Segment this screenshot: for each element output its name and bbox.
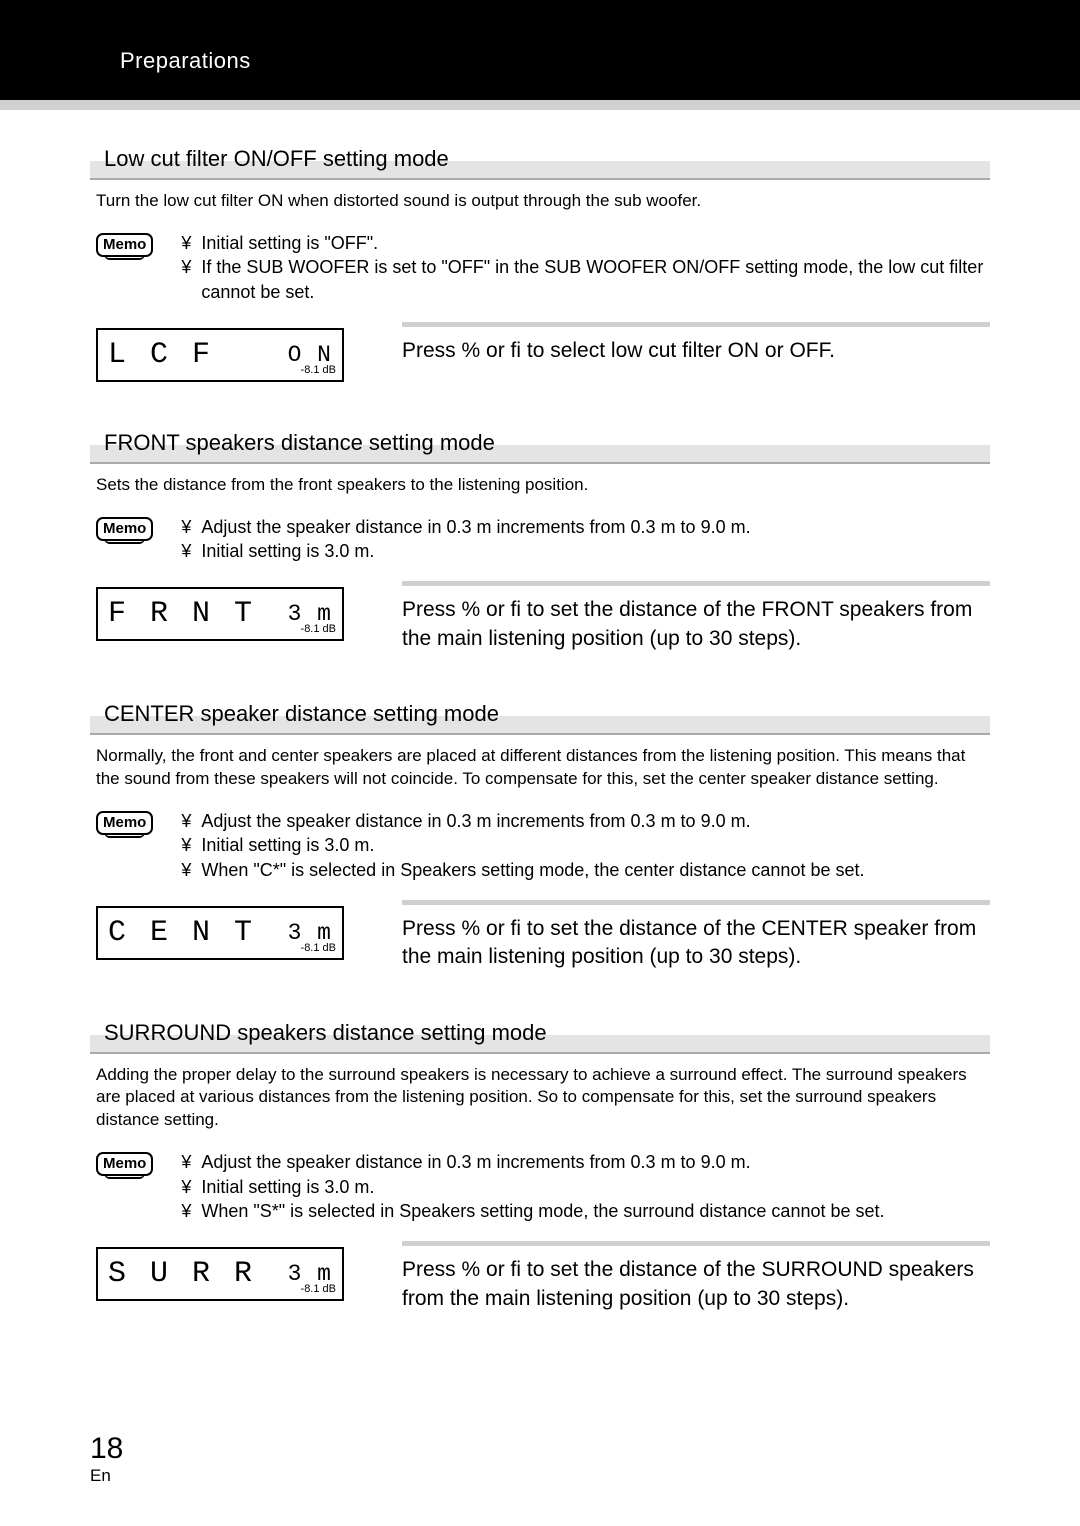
lcd-left-text: S U R R	[108, 1257, 255, 1291]
lcd-display: C E N T3 m-8.1 dB	[96, 906, 344, 960]
memo-line: ¥Initial setting is 3.0 m.	[181, 833, 864, 857]
lcd-left-text: L C F	[108, 338, 213, 372]
memo-list: ¥Adjust the speaker distance in 0.3 m in…	[181, 1150, 884, 1223]
bullet: ¥	[181, 539, 201, 563]
lcd-display: L C FO N-8.1 dB	[96, 328, 344, 382]
memo-row: Memo¥Adjust the speaker distance in 0.3 …	[96, 809, 990, 882]
memo-text: Initial setting is 3.0 m.	[201, 1175, 374, 1199]
lcd-corner-text: -8.1 dB	[301, 625, 336, 635]
bullet: ¥	[181, 809, 201, 833]
page: Preparations Low cut filter ON/OFF setti…	[0, 0, 1080, 1313]
bullet: ¥	[181, 515, 201, 539]
memo-text: Initial setting is 3.0 m.	[201, 539, 374, 563]
memo-text: Initial setting is "OFF".	[201, 231, 378, 255]
instruction-text: Press % or ﬁ to set the distance of the …	[402, 900, 990, 972]
memo-line: ¥When "C*" is selected in Speakers setti…	[181, 858, 864, 882]
bullet: ¥	[181, 833, 201, 857]
memo-text: Initial setting is 3.0 m.	[201, 833, 374, 857]
memo-line: ¥Initial setting is 3.0 m.	[181, 1175, 884, 1199]
memo-line: ¥Adjust the speaker distance in 0.3 m in…	[181, 515, 750, 539]
memo-list: ¥Adjust the speaker distance in 0.3 m in…	[181, 809, 864, 882]
lcd-corner-text: -8.1 dB	[301, 1285, 336, 1295]
memo-text: Adjust the speaker distance in 0.3 m inc…	[201, 809, 750, 833]
memo-line: ¥When "S*" is selected in Speakers setti…	[181, 1199, 884, 1223]
section-heading: Low cut filter ON/OFF setting mode	[90, 140, 990, 180]
instruction-text: Press % or ﬁ to set the distance of the …	[402, 581, 990, 653]
header-stripe	[0, 100, 1080, 110]
page-number: 18	[90, 1432, 123, 1466]
instruction-text: Press % or ﬁ to select low cut filter ON…	[402, 322, 990, 365]
memo-text: When "S*" is selected in Speakers settin…	[201, 1199, 884, 1223]
memo-text: When "C*" is selected in Speakers settin…	[201, 858, 864, 882]
lcd-left-text: C E N T	[108, 916, 255, 950]
section: Low cut filter ON/OFF setting mode Turn t…	[90, 140, 990, 382]
section-heading: FRONT speakers distance setting mode	[90, 424, 990, 464]
section-heading: SURROUND speakers distance setting mode	[90, 1014, 990, 1054]
section-intro: Normally, the front and center speakers …	[96, 745, 990, 791]
memo-list: ¥Initial setting is "OFF".¥If the SUB WO…	[181, 231, 990, 304]
memo-row: Memo¥Adjust the speaker distance in 0.3 …	[96, 1150, 990, 1223]
display-instruction-row: L C FO N-8.1 dB Press % or ﬁ to select lo…	[96, 322, 990, 382]
bullet: ¥	[181, 255, 201, 304]
memo-badge: Memo	[96, 811, 153, 835]
memo-text: Adjust the speaker distance in 0.3 m inc…	[201, 515, 750, 539]
instruction-text: Press % or ﬁ to set the distance of the …	[402, 1241, 990, 1313]
memo-line: ¥Initial setting is 3.0 m.	[181, 539, 750, 563]
section-intro: Turn the low cut filter ON when distorte…	[96, 190, 990, 213]
lcd-display: S U R R3 m-8.1 dB	[96, 1247, 344, 1301]
memo-list: ¥Adjust the speaker distance in 0.3 m in…	[181, 515, 750, 564]
lcd-corner-text: -8.1 dB	[301, 944, 336, 954]
display-instruction-row: F R N T3 m-8.1 dB Press % or ﬁ to set the…	[96, 581, 990, 653]
lcd-display: F R N T3 m-8.1 dB	[96, 587, 344, 641]
page-number-block: 18 En	[90, 1432, 123, 1486]
memo-text: If the SUB WOOFER is set to "OFF" in the…	[201, 255, 990, 304]
section-heading: CENTER speaker distance setting mode	[90, 695, 990, 735]
bullet: ¥	[181, 858, 201, 882]
page-language: En	[90, 1466, 123, 1486]
display-instruction-row: C E N T3 m-8.1 dB Press % or ﬁ to set the…	[96, 900, 990, 972]
section: CENTER speaker distance setting mode Norm…	[90, 695, 990, 971]
bullet: ¥	[181, 1175, 201, 1199]
section: SURROUND speakers distance setting mode A…	[90, 1014, 990, 1313]
display-instruction-row: S U R R3 m-8.1 dB Press % or ﬁ to set the…	[96, 1241, 990, 1313]
section-intro: Adding the proper delay to the surround …	[96, 1064, 990, 1133]
header-bar: Preparations	[0, 0, 1080, 100]
memo-line: ¥If the SUB WOOFER is set to "OFF" in th…	[181, 255, 990, 304]
memo-badge: Memo	[96, 517, 153, 541]
content: Low cut filter ON/OFF setting mode Turn t…	[0, 110, 1080, 1313]
lcd-left-text: F R N T	[108, 597, 255, 631]
memo-badge: Memo	[96, 233, 153, 257]
bullet: ¥	[181, 1199, 201, 1223]
section: FRONT speakers distance setting mode Sets…	[90, 424, 990, 653]
memo-line: ¥Adjust the speaker distance in 0.3 m in…	[181, 1150, 884, 1174]
bullet: ¥	[181, 231, 201, 255]
lcd-corner-text: -8.1 dB	[301, 366, 336, 376]
memo-badge: Memo	[96, 1152, 153, 1176]
header-title: Preparations	[120, 48, 251, 73]
memo-line: ¥Initial setting is "OFF".	[181, 231, 990, 255]
bullet: ¥	[181, 1150, 201, 1174]
memo-row: Memo ¥Initial setting is "OFF".¥If the SU…	[96, 231, 990, 304]
section-intro: Sets the distance from the front speaker…	[96, 474, 990, 497]
memo-row: Memo ¥Adjust the speaker distance in 0.3 …	[96, 515, 990, 564]
memo-line: ¥Adjust the speaker distance in 0.3 m in…	[181, 809, 864, 833]
memo-text: Adjust the speaker distance in 0.3 m inc…	[201, 1150, 750, 1174]
